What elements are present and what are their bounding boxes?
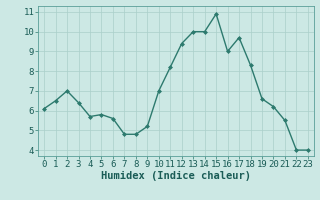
X-axis label: Humidex (Indice chaleur): Humidex (Indice chaleur)	[101, 171, 251, 181]
